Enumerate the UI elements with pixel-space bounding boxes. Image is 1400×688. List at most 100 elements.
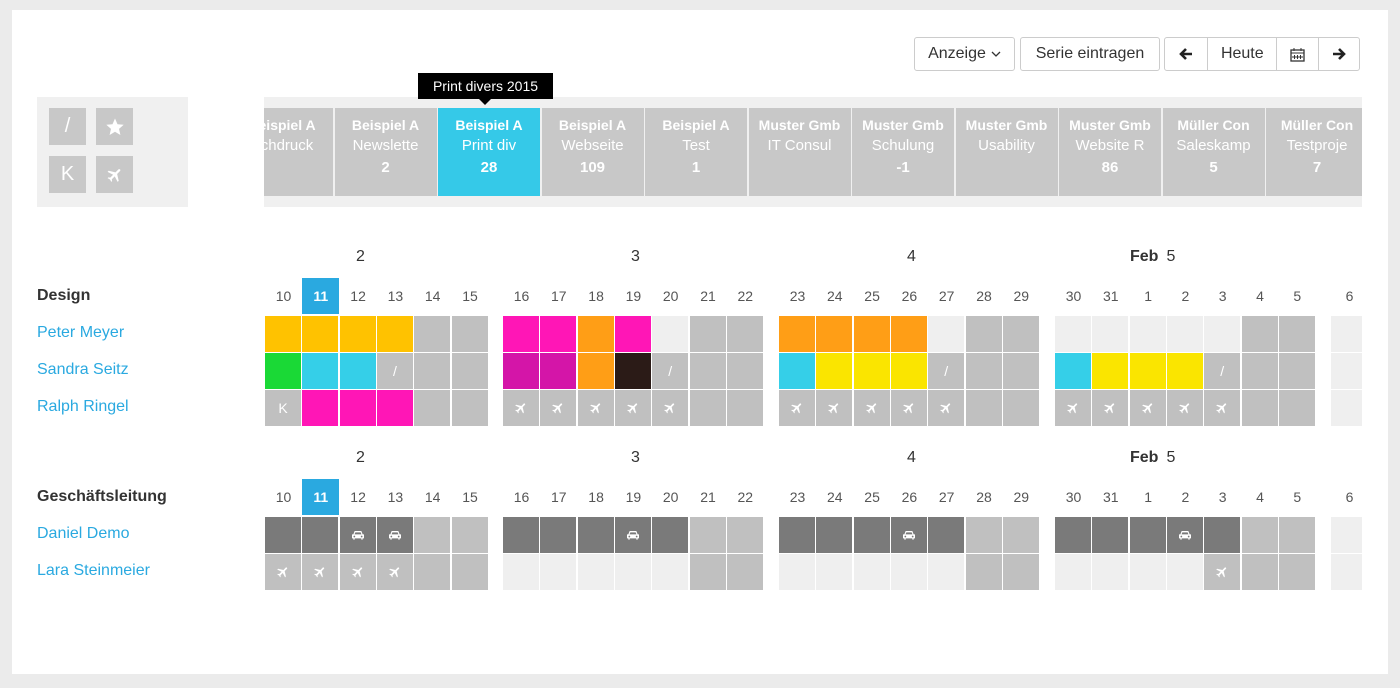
schedule-cell[interactable] — [1278, 390, 1315, 426]
schedule-cell[interactable] — [376, 316, 413, 352]
schedule-cell[interactable] — [1092, 316, 1129, 352]
schedule-cell[interactable] — [1055, 517, 1091, 553]
slash-button[interactable]: / — [49, 108, 86, 145]
schedule-cell[interactable] — [965, 554, 1002, 590]
schedule-cell[interactable] — [1092, 517, 1129, 553]
schedule-cell[interactable] — [779, 517, 815, 553]
schedule-cell[interactable] — [302, 554, 339, 590]
schedule-cell[interactable] — [726, 390, 763, 426]
schedule-cell[interactable] — [652, 390, 689, 426]
schedule-cell[interactable] — [1002, 353, 1039, 389]
schedule-cell[interactable] — [339, 353, 376, 389]
schedule-cell[interactable] — [965, 353, 1002, 389]
schedule-cell[interactable]: / — [1204, 353, 1241, 389]
schedule-cell[interactable] — [652, 316, 689, 352]
project-card[interactable]: Beispiel A Webseite 109 — [541, 108, 644, 196]
schedule-cell[interactable] — [1055, 390, 1091, 426]
schedule-cell[interactable] — [302, 517, 339, 553]
schedule-cell[interactable] — [1129, 353, 1166, 389]
schedule-cell[interactable] — [1278, 353, 1315, 389]
schedule-cell[interactable] — [779, 353, 815, 389]
schedule-cell[interactable] — [1278, 316, 1315, 352]
person-name[interactable]: Ralph Ringel — [37, 398, 129, 415]
project-card[interactable]: Muster Gmb Usability — [955, 108, 1058, 196]
schedule-cell[interactable] — [503, 390, 539, 426]
person-name[interactable]: Peter Meyer — [37, 324, 125, 341]
schedule-cell[interactable] — [540, 353, 577, 389]
schedule-cell[interactable] — [816, 554, 853, 590]
schedule-cell[interactable] — [302, 390, 339, 426]
schedule-cell[interactable] — [503, 316, 539, 352]
schedule-cell[interactable] — [816, 316, 853, 352]
schedule-cell[interactable] — [1166, 316, 1203, 352]
schedule-cell[interactable] — [1055, 316, 1091, 352]
schedule-cell[interactable] — [414, 390, 451, 426]
schedule-cell[interactable] — [928, 517, 965, 553]
schedule-cell[interactable] — [816, 353, 853, 389]
project-card[interactable]: Muster Gmb Schulung -1 — [852, 108, 954, 196]
person-name[interactable]: Daniel Demo — [37, 525, 130, 542]
schedule-cell[interactable] — [577, 517, 614, 553]
project-card[interactable]: Beispiel A Test 1 — [645, 108, 747, 196]
schedule-cell[interactable] — [853, 554, 890, 590]
schedule-cell[interactable] — [577, 390, 614, 426]
prev-button[interactable] — [1165, 38, 1209, 70]
schedule-cell[interactable] — [928, 316, 965, 352]
schedule-cell[interactable] — [689, 390, 726, 426]
schedule-cell[interactable] — [577, 316, 614, 352]
schedule-cell[interactable] — [577, 554, 614, 590]
heute-button[interactable]: Heute — [1208, 38, 1278, 70]
schedule-cell[interactable] — [1166, 517, 1203, 553]
schedule-cell[interactable] — [1092, 554, 1129, 590]
schedule-cell[interactable] — [890, 554, 927, 590]
schedule-cell[interactable] — [1241, 316, 1278, 352]
schedule-cell[interactable] — [816, 517, 853, 553]
schedule-cell[interactable] — [503, 353, 539, 389]
schedule-cell[interactable] — [339, 316, 376, 352]
schedule-cell[interactable] — [965, 517, 1002, 553]
calendar-button[interactable] — [1277, 38, 1319, 70]
schedule-cell[interactable] — [1278, 517, 1315, 553]
schedule-cell[interactable] — [451, 316, 488, 352]
schedule-cell[interactable] — [1002, 517, 1039, 553]
schedule-cell[interactable] — [965, 316, 1002, 352]
schedule-cell[interactable] — [890, 390, 927, 426]
schedule-cell[interactable] — [1241, 390, 1278, 426]
schedule-cell[interactable] — [451, 517, 488, 553]
schedule-cell[interactable] — [1092, 390, 1129, 426]
schedule-cell[interactable] — [376, 517, 413, 553]
schedule-cell[interactable] — [890, 517, 927, 553]
schedule-cell[interactable] — [1331, 390, 1362, 426]
schedule-cell[interactable] — [339, 390, 376, 426]
schedule-cell[interactable] — [928, 554, 965, 590]
schedule-cell[interactable] — [577, 353, 614, 389]
schedule-cell[interactable] — [1166, 390, 1203, 426]
schedule-cell[interactable] — [1002, 554, 1039, 590]
schedule-cell[interactable] — [779, 390, 815, 426]
project-card[interactable]: Müller Con Testproje 7 — [1266, 108, 1362, 196]
schedule-cell[interactable] — [1241, 554, 1278, 590]
schedule-cell[interactable] — [779, 316, 815, 352]
schedule-cell[interactable] — [614, 517, 651, 553]
schedule-cell[interactable] — [1055, 353, 1091, 389]
schedule-cell[interactable] — [302, 353, 339, 389]
schedule-cell[interactable] — [614, 554, 651, 590]
schedule-cell[interactable] — [1278, 554, 1315, 590]
project-card[interactable]: Beispiel A Newslette 2 — [334, 108, 437, 196]
schedule-cell[interactable] — [414, 316, 451, 352]
schedule-cell[interactable] — [265, 554, 301, 590]
schedule-cell[interactable] — [302, 316, 339, 352]
schedule-cell[interactable] — [689, 316, 726, 352]
schedule-cell[interactable]: K — [265, 390, 301, 426]
schedule-cell[interactable] — [1204, 390, 1241, 426]
schedule-cell[interactable] — [503, 517, 539, 553]
schedule-cell[interactable] — [540, 390, 577, 426]
schedule-cell[interactable] — [853, 517, 890, 553]
schedule-cell[interactable] — [1331, 316, 1362, 352]
plane-button[interactable] — [96, 156, 133, 193]
schedule-cell[interactable] — [1331, 554, 1362, 590]
schedule-cell[interactable] — [1092, 353, 1129, 389]
schedule-cell[interactable] — [614, 390, 651, 426]
schedule-cell[interactable] — [540, 554, 577, 590]
schedule-cell[interactable] — [1331, 353, 1362, 389]
